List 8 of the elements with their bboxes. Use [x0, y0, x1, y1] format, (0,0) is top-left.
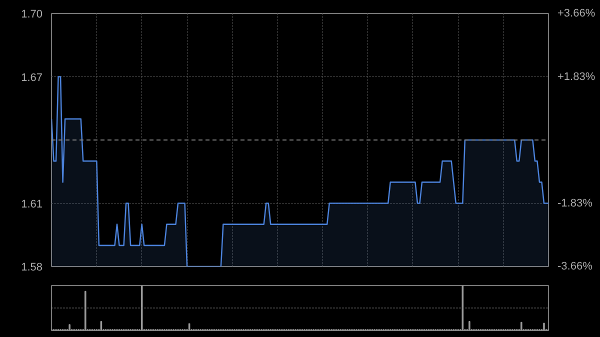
- y-tick-label: 1.61: [21, 198, 43, 210]
- y2-tick-label: +1.83%: [558, 70, 596, 83]
- y2-tick-label: -3.66%: [558, 260, 593, 272]
- y-tick-label: 1.70: [21, 8, 43, 20]
- y-tick-label: 1.58: [21, 262, 43, 274]
- y-tick-label: 1.67: [21, 72, 43, 84]
- y2-tick-label: +3.66%: [558, 8, 596, 20]
- y2-tick-label: -1.83%: [558, 197, 593, 210]
